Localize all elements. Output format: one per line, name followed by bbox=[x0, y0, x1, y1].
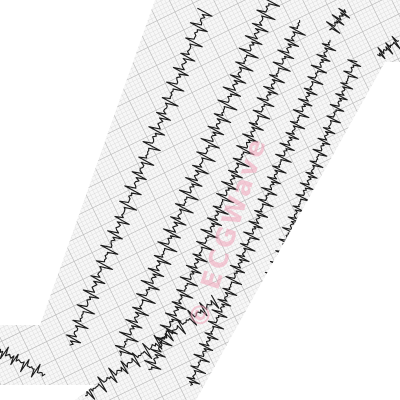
ecg-trace-line bbox=[0, 346, 46, 378]
ecg-trace-line bbox=[144, 19, 306, 371]
ecg-trace-line bbox=[326, 7, 351, 34]
ecg-trace-line bbox=[186, 39, 337, 386]
ecg-trace-line bbox=[377, 35, 400, 60]
ecg-trace-line bbox=[66, 7, 213, 346]
ecg-trace-line bbox=[85, 294, 220, 400]
ecg-trace-line bbox=[114, 0, 280, 356]
